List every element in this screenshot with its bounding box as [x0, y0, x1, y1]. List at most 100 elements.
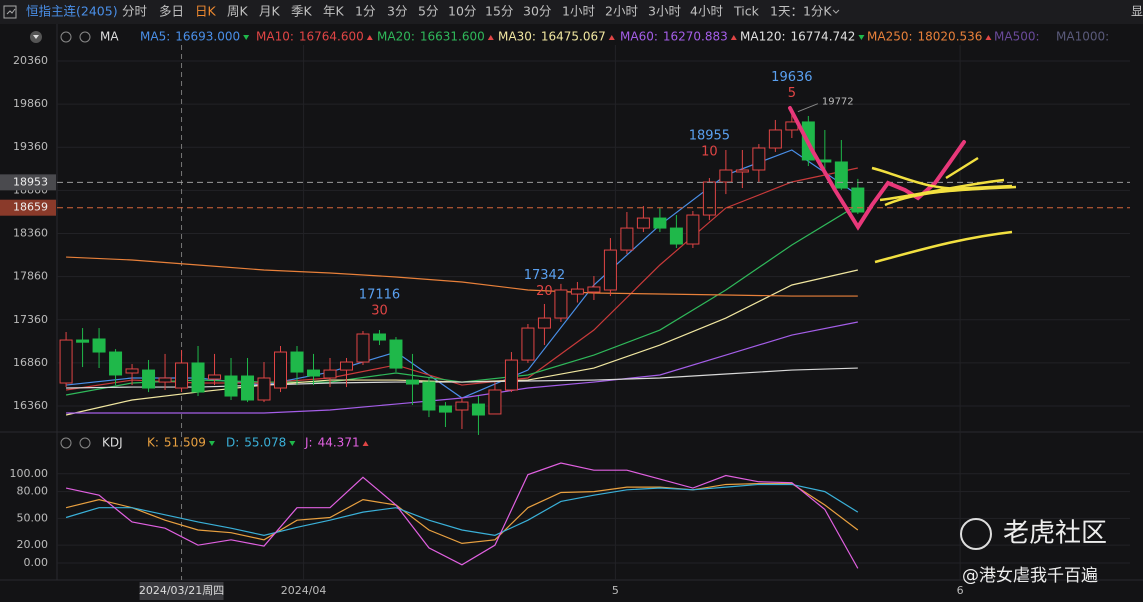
toolbar-item[interactable]: 日K	[195, 4, 217, 19]
watermark-logo	[960, 518, 992, 550]
legend-label: MA10:	[256, 30, 294, 44]
x-tick-label: 5	[612, 584, 619, 597]
toolbar-item[interactable]: 月K	[259, 4, 281, 19]
toolbar-item[interactable]: 15分	[485, 4, 513, 19]
annotation-value: 17116	[359, 287, 400, 302]
candle-body	[323, 369, 337, 379]
toolbar-item[interactable]: 恒指主连(2405)	[26, 4, 118, 19]
candle-body	[669, 227, 683, 245]
annotation-value: 17342	[524, 268, 565, 283]
toolbar-item[interactable]: 30分	[523, 4, 551, 19]
max-label: 19772	[822, 97, 854, 108]
candle-body	[620, 227, 634, 251]
toolbar-item[interactable]: 年K	[323, 4, 345, 19]
legend-label: MA500:	[994, 30, 1040, 44]
legend-value: 16693.000	[175, 30, 240, 44]
trend-arrow	[858, 35, 865, 40]
candle-body	[768, 129, 782, 149]
candle-body	[372, 333, 386, 341]
hand-drawing	[788, 106, 966, 231]
toolbar-item[interactable]: 1天：1分K	[770, 4, 832, 19]
toolbar-item[interactable]: 5分	[418, 4, 438, 19]
trend-arrow	[289, 441, 296, 446]
candle-body	[76, 339, 90, 343]
toolbar-item[interactable]: 季K	[291, 4, 313, 19]
candle-body	[438, 405, 452, 413]
candle-body	[356, 333, 370, 363]
toolbar-item[interactable]: 周K	[227, 4, 249, 19]
trend-arrow	[608, 35, 615, 40]
close-icon[interactable]	[79, 31, 91, 43]
toolbar-item[interactable]: 显	[1131, 5, 1143, 19]
candle-body	[636, 217, 650, 229]
collapse-arrow	[33, 35, 39, 39]
watermark-user: @港女虐我千百遍	[962, 566, 1098, 586]
x-tick-label: 2024/04	[281, 584, 327, 597]
candle-body	[752, 147, 766, 171]
candle-body	[389, 339, 403, 369]
toolbar-item[interactable]: 3分	[387, 4, 407, 19]
settings-icon[interactable]	[60, 437, 72, 449]
candle-body	[488, 389, 502, 415]
candle-body	[92, 338, 106, 353]
y-tick-label: 16360	[13, 399, 48, 412]
kdj-line	[65, 462, 859, 569]
legend-value: 18020.536	[918, 30, 983, 44]
kdj-line	[65, 483, 859, 536]
candle-body	[208, 374, 222, 380]
toolbar-item[interactable]: Tick	[733, 4, 760, 19]
candle-body	[570, 288, 584, 295]
candle-body	[834, 161, 848, 189]
legend-label: MA60:	[620, 30, 658, 44]
toolbar-item[interactable]: 分时	[122, 4, 148, 19]
toolbar-item[interactable]: 多日	[159, 4, 184, 19]
candle-body	[59, 339, 73, 384]
toolbar-item[interactable]: 4小时	[690, 4, 723, 19]
legend-value: 44.371	[318, 436, 360, 450]
ma-line	[66, 256, 858, 297]
legend-value: 51.509	[164, 436, 206, 450]
candle-body	[142, 369, 156, 389]
legend-value: 16475.067	[541, 30, 606, 44]
candle-body	[537, 317, 551, 329]
toolbar-item[interactable]: 1分	[355, 4, 375, 19]
candle-body	[702, 181, 716, 216]
candle-body	[224, 375, 238, 397]
y-tick-label: 17360	[13, 313, 48, 326]
candle-body	[603, 249, 617, 291]
candle-body	[191, 362, 205, 393]
close-icon[interactable]	[79, 437, 91, 449]
annotation-value: 18955	[689, 129, 730, 144]
settings-icon[interactable]	[60, 31, 72, 43]
crosshair-box	[139, 582, 224, 600]
candle-body	[109, 351, 123, 376]
dropdown-arrow	[832, 9, 840, 14]
y-tick-label: 80.00	[17, 485, 49, 498]
toolbar-item[interactable]: 3小时	[648, 4, 681, 19]
y-tick-label: 20360	[13, 54, 48, 67]
toolbar-item[interactable]: 1小时	[562, 4, 595, 19]
trend-arrow	[487, 35, 494, 40]
y-tick-label: 19360	[13, 140, 48, 153]
trend-arrow	[730, 35, 737, 40]
legend-label: K:	[147, 436, 159, 450]
candle-body	[851, 187, 865, 213]
y-tick-label: 100.00	[10, 467, 49, 480]
trend-arrow	[362, 441, 369, 446]
legend-label: J:	[304, 436, 313, 450]
plot: 恒指主连(2405) 分时 多日 日K 周K 月K 季K 年K 1分 3分 5分 10分 15分 30分 1…	[0, 4, 1143, 600]
price-box	[0, 199, 56, 216]
crosshair-label: 2024/03/21周四	[139, 584, 224, 597]
candle-body	[455, 401, 469, 411]
chart-icon[interactable]	[3, 5, 17, 19]
ma-line	[66, 321, 858, 414]
toolbar-item[interactable]: 10分	[448, 4, 476, 19]
toolbar-item[interactable]: 2小时	[605, 4, 638, 19]
y-tick-label: 50.00	[17, 511, 49, 524]
candle-body	[306, 369, 320, 377]
trend-arrow	[985, 35, 992, 40]
legend-label: MA20:	[377, 30, 415, 44]
watermark-brand: 老虎社区	[1003, 519, 1107, 549]
